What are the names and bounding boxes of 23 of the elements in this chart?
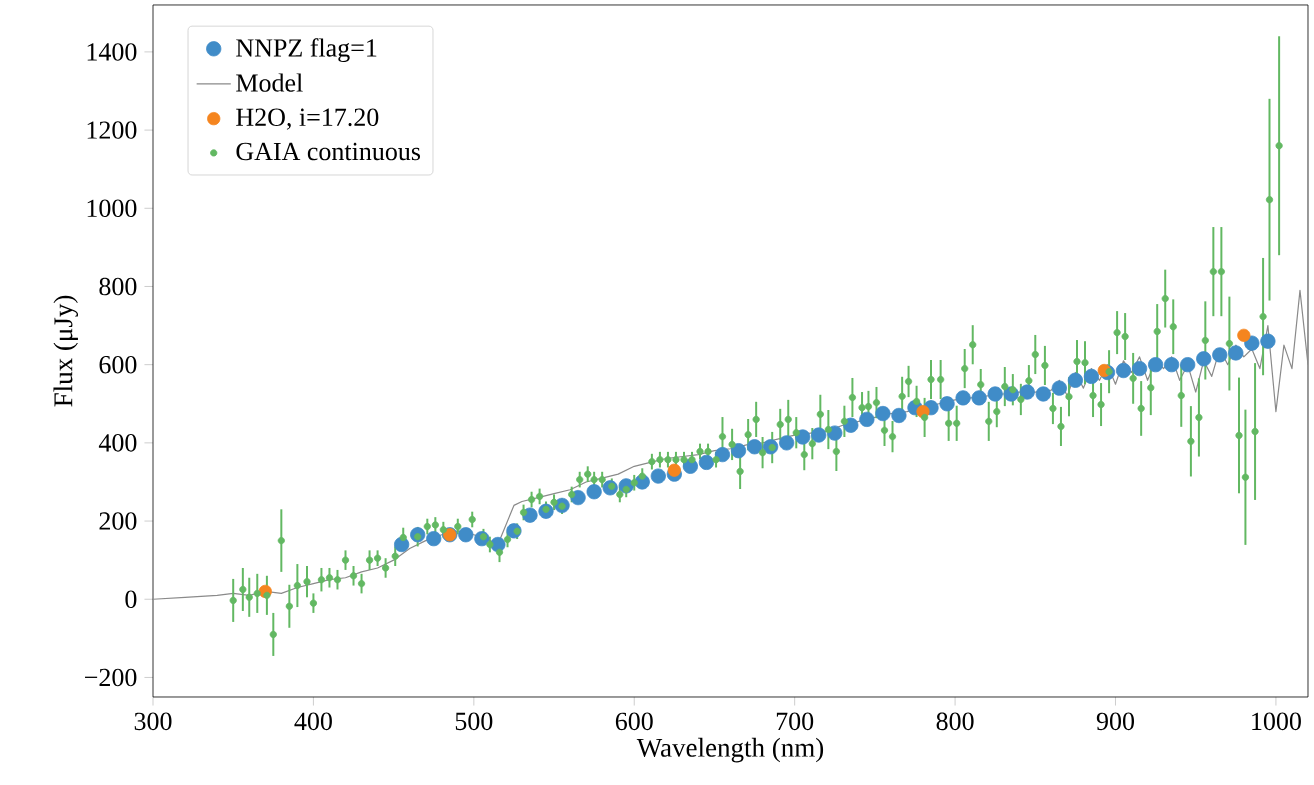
y-tick-label: −200: [85, 668, 137, 687]
legend-label: GAIA continuous: [236, 142, 421, 161]
x-tick-label: 400: [294, 712, 332, 731]
y-tick-label: 800: [99, 277, 137, 296]
x-axis-title: Wavelength (nm): [636, 737, 824, 763]
legend-label: Model: [236, 73, 303, 92]
y-tick-label: 400: [98, 434, 137, 452]
x-tick-label: 500: [455, 712, 493, 731]
legend-label: H2O, i=17.20: [236, 108, 379, 130]
x-tick-label: 1000: [1252, 712, 1301, 731]
y-axis-title: Flux (μJy): [53, 295, 79, 407]
y-tick-label: 1200: [87, 121, 137, 139]
x-tick-label: 900: [1096, 712, 1135, 731]
y-tick-label: 0: [125, 590, 137, 609]
y-tick-label: 1000: [87, 199, 137, 218]
y-tick-label: 1400: [87, 43, 137, 61]
x-tick-label: 800: [936, 712, 974, 731]
y-tick-label: 200: [99, 512, 137, 530]
x-tick-label: 600: [615, 712, 653, 731]
x-tick-label: 300: [134, 712, 172, 731]
legend-label: NNPZ flag=1: [236, 38, 377, 63]
x-tick-label: 700: [776, 712, 814, 731]
y-tick-label: 600: [99, 355, 137, 374]
